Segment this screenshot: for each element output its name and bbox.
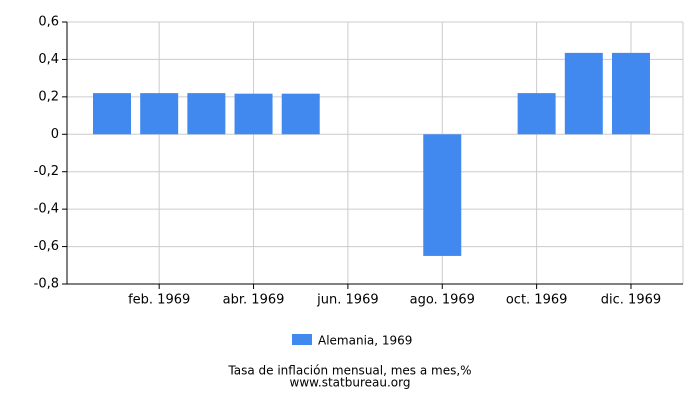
x-tick-label: dic. 1969	[601, 293, 661, 308]
source: www.statbureau.org	[290, 376, 411, 390]
bar	[234, 93, 273, 135]
x-tick-label: ago. 1969	[410, 293, 475, 308]
y-tick-label: -0,2	[34, 164, 59, 179]
bar	[140, 93, 179, 135]
bar	[611, 52, 650, 135]
caption: Tasa de inflación mensual, mes a mes,%	[227, 364, 471, 378]
y-tick-label: -0,8	[34, 277, 59, 292]
legend-swatch	[292, 334, 312, 345]
x-tick-label: abr. 1969	[223, 293, 285, 308]
x-tick-label: feb. 1969	[128, 293, 190, 308]
x-tick-label: jun. 1969	[316, 293, 378, 308]
bar	[564, 52, 603, 135]
bar	[281, 93, 320, 135]
y-tick-label: -0,6	[34, 239, 59, 254]
bar	[187, 93, 226, 135]
bar	[93, 93, 131, 135]
bar	[517, 93, 556, 135]
bar	[423, 134, 462, 256]
y-tick-label: 0,6	[38, 15, 59, 30]
legend-label: Alemania, 1969	[318, 334, 412, 348]
y-tick-label: -0,4	[34, 202, 59, 217]
y-tick-label: 0,4	[38, 52, 59, 67]
y-tick-label: 0,2	[38, 89, 59, 104]
y-tick-label: 0	[51, 127, 59, 142]
x-tick-label: oct. 1969	[506, 293, 568, 308]
